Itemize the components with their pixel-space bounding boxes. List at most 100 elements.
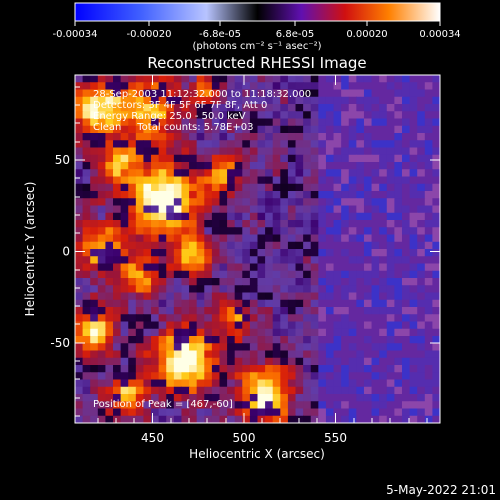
heatmap-cell [432,263,440,272]
heatmap-cell [432,285,440,294]
heatmap-cell [280,133,289,141]
heatmap-cell [424,372,433,381]
heatmap-cell [181,205,190,214]
heatmap-cell [242,89,251,98]
heatmap-cell [181,394,190,402]
heatmap-cell [196,270,205,279]
heatmap-cell [196,75,205,83]
heatmap-cell [234,162,243,170]
heatmap-cell [348,220,357,228]
heatmap-cell [128,227,137,236]
heatmap-cell [348,285,357,294]
heatmap-cell [75,183,84,192]
heatmap-cell [363,394,373,402]
heatmap-cell [90,408,99,417]
annotation-energy-range: Energy Range: 25.0 - 50.0 keV [93,111,246,122]
heatmap-cell [394,249,403,257]
heatmap-cell [75,350,84,359]
heatmap-cell [135,386,145,395]
heatmap-cell [204,365,213,373]
heatmap-cell [371,401,380,410]
heatmap-cell [105,336,114,344]
heatmap-cell [310,372,319,381]
heatmap-cell [227,408,236,417]
heatmap-cell [204,234,213,243]
heatmap-cell [120,227,129,236]
heatmap-cell [75,263,84,272]
heatmap-cell [249,133,259,141]
heatmap-cell [303,118,312,127]
heatmap-cell [432,96,440,105]
heatmap-cell [287,336,297,344]
heatmap-cell [363,256,373,265]
heatmap-cell [158,401,167,410]
heatmap-cell [97,292,107,301]
heatmap-cell [211,336,221,344]
heatmap-cell [409,89,418,98]
heatmap-cell [75,227,84,236]
heatmap-cell [120,234,129,243]
heatmap-cell [219,415,228,423]
heatmap-cell [356,154,365,163]
heatmap-cell [257,314,266,323]
heatmap-cell [417,357,426,366]
heatmap-cell [432,133,440,141]
heatmap-cell [90,118,99,127]
heatmap-cell [318,104,327,112]
heatmap-cell [113,75,122,83]
heatmap-cell [280,299,289,308]
heatmap-cell [257,227,266,236]
heatmap-cell [242,118,251,127]
heatmap-cell [97,140,107,149]
heatmap-cell [409,270,418,279]
heatmap-cell [227,118,236,127]
heatmap-cell [181,241,190,250]
heatmap-cell [120,408,129,417]
heatmap-cell [75,169,84,178]
heatmap-cell [242,350,251,359]
heatmap-cell [417,249,426,257]
heatmap-cell [287,125,297,134]
heatmap-cell [249,372,259,381]
heatmap-cell [363,96,373,105]
heatmap-cell [325,82,335,91]
heatmap-cell [303,111,312,120]
heatmap-cell [120,386,129,395]
heatmap-cell [151,401,160,410]
heatmap-cell [196,249,205,257]
heatmap-cell [227,285,236,294]
heatmap-cell [97,169,107,178]
heatmap-cell [310,270,319,279]
heatmap-cell [272,183,281,192]
heatmap-cell [143,212,152,221]
heatmap-cell [401,191,411,199]
heatmap-cell [325,75,335,83]
heatmap-cell [181,75,190,83]
heatmap-cell [424,394,433,402]
heatmap-cell [82,96,91,105]
heatmap-cell [341,104,350,112]
heatmap-cell [265,292,274,301]
heatmap-cell [432,183,440,192]
heatmap-cell [135,270,145,279]
heatmap-cell [113,408,122,417]
heatmap-cell [363,183,373,192]
heatmap-cell [219,234,228,243]
heatmap-cell [242,220,251,228]
heatmap-cell [303,379,312,388]
heatmap-cell [287,96,297,105]
heatmap-cell [196,96,205,105]
heatmap-cell [242,278,251,286]
heatmap-cell [356,133,365,141]
heatmap-cell [173,205,183,214]
heatmap-cell [325,104,335,112]
heatmap-cell [242,133,251,141]
heatmap-cell [432,343,440,352]
heatmap-cell [151,249,160,257]
heatmap-cell [310,357,319,366]
heatmap-cell [120,379,129,388]
heatmap-cell [143,75,152,83]
heatmap-cell [401,147,411,156]
heatmap-cell [325,205,335,214]
heatmap-cell [424,314,433,323]
